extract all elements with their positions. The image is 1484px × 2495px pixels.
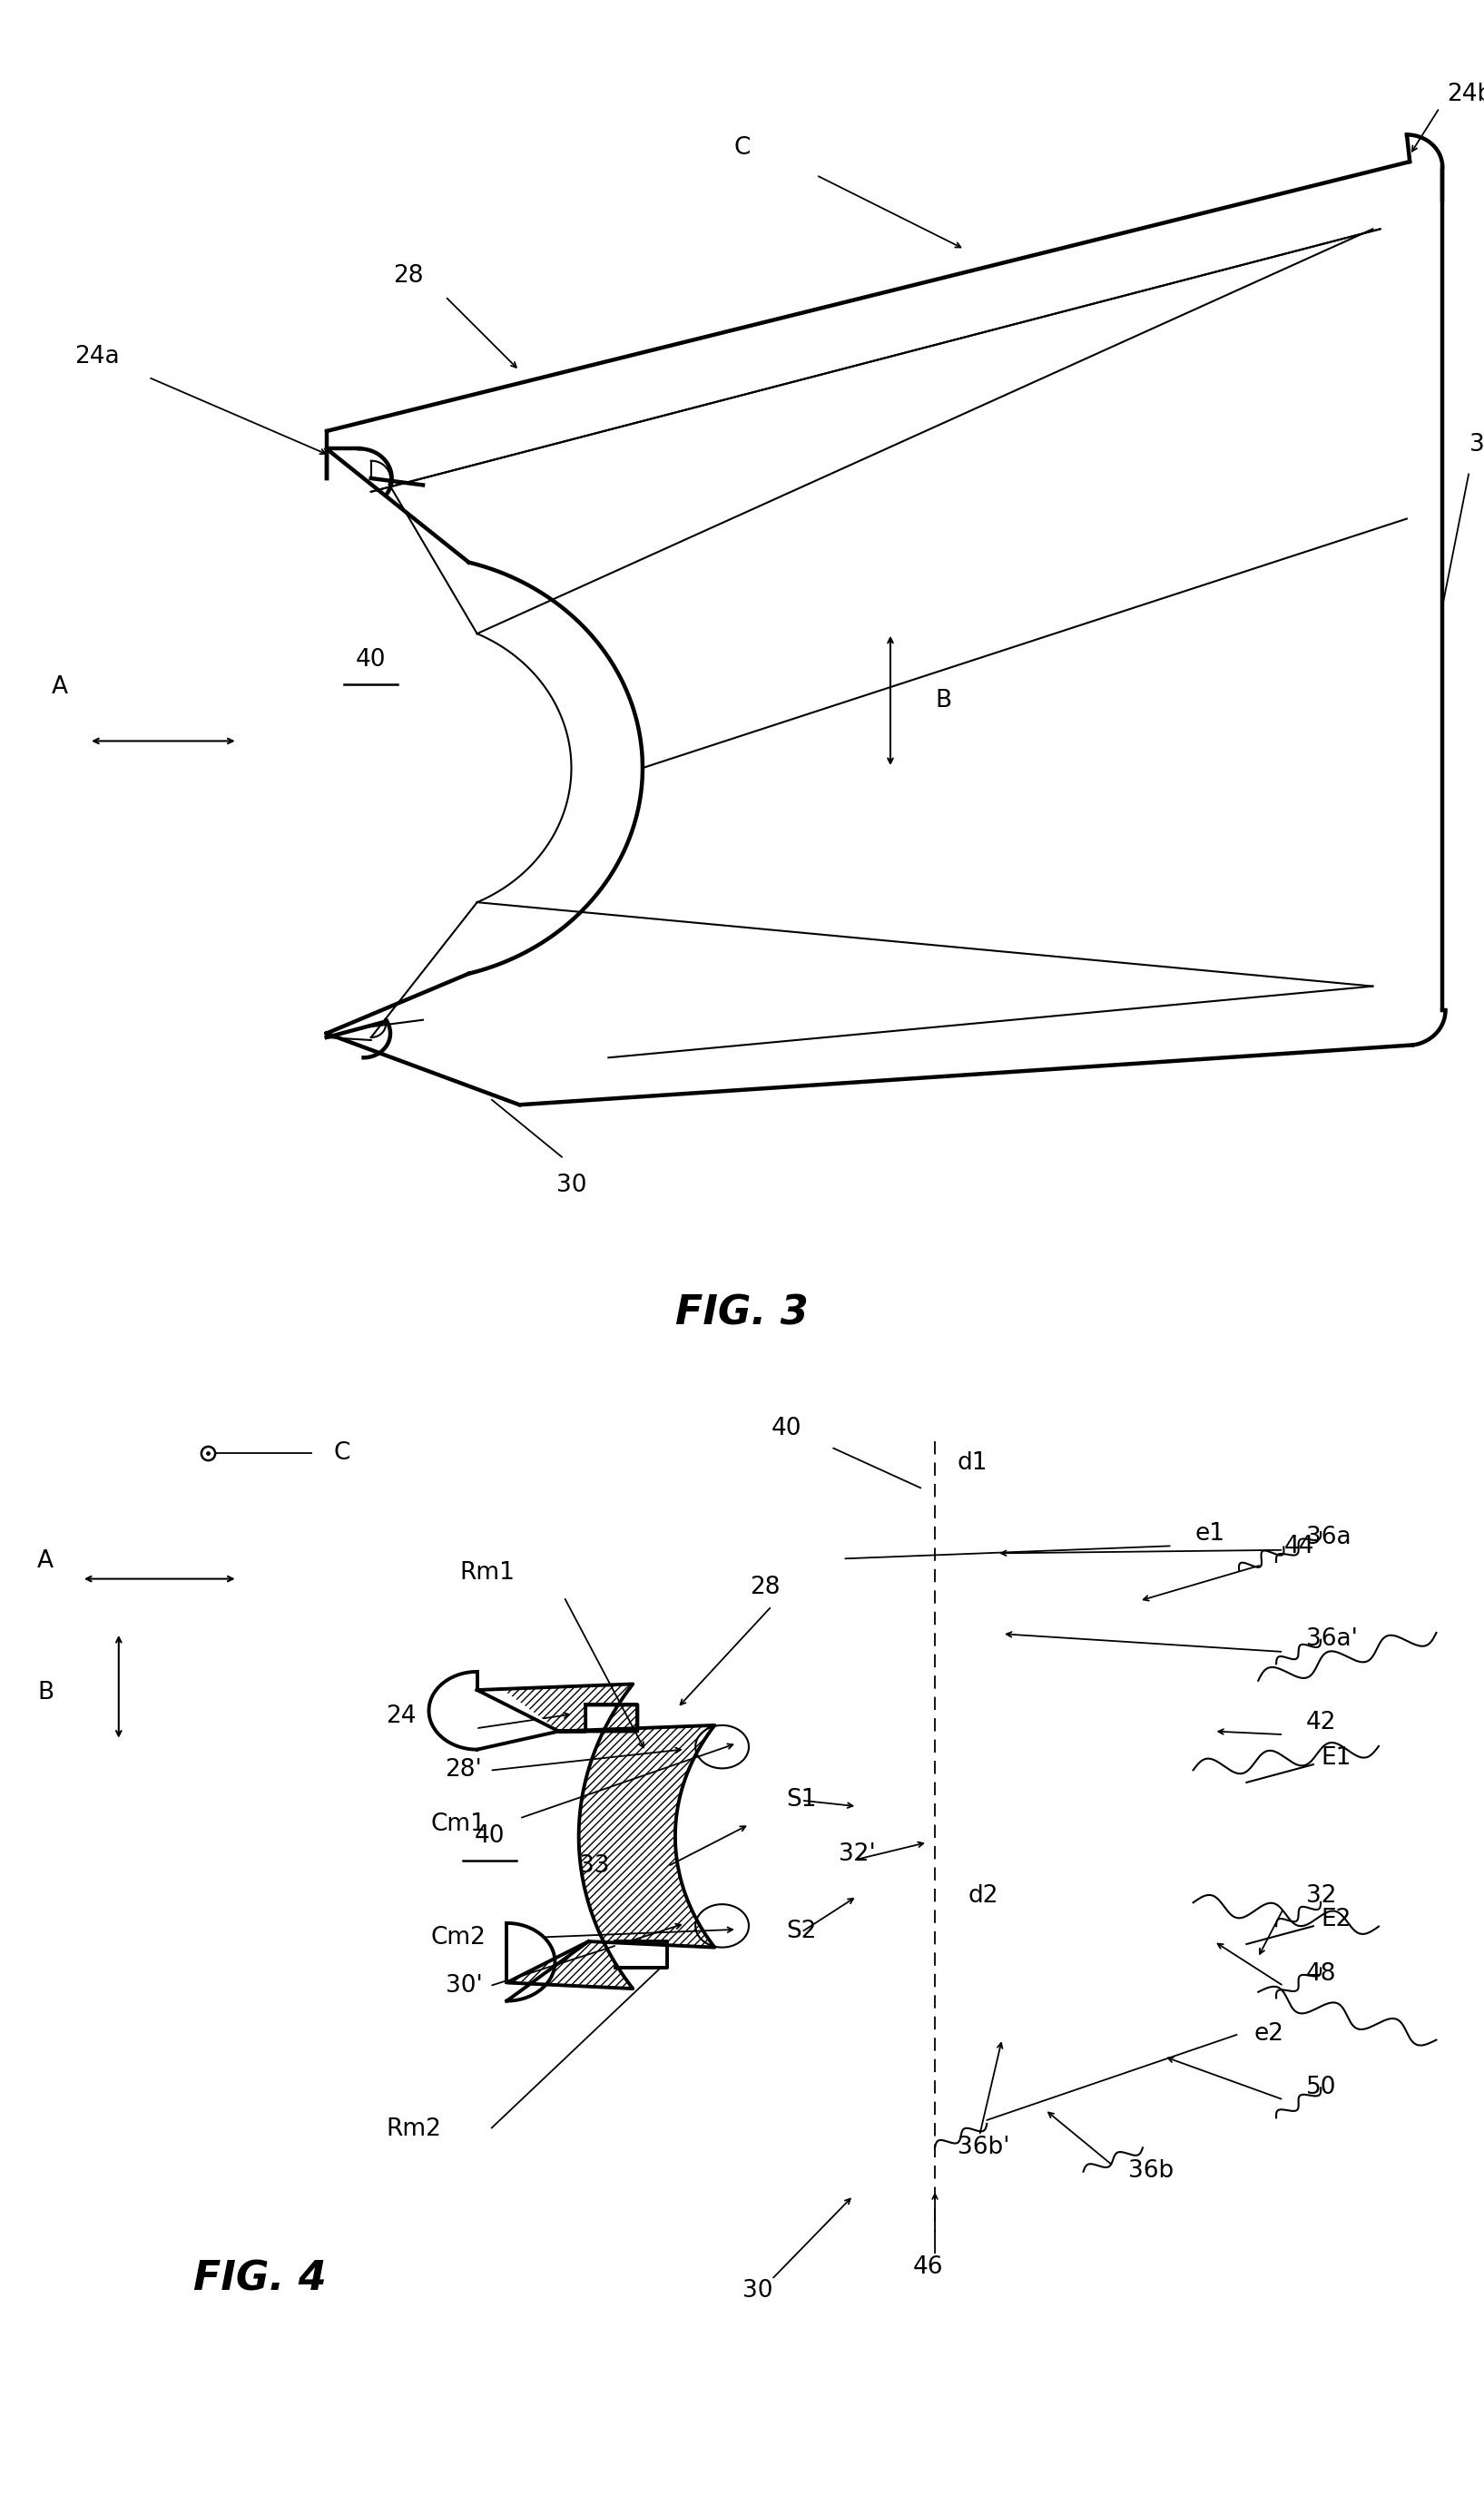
- Text: 32': 32': [838, 1841, 876, 1866]
- Text: E1: E1: [1321, 1746, 1350, 1769]
- Text: e1: e1: [1195, 1522, 1224, 1544]
- Text: 30: 30: [742, 2280, 772, 2303]
- Text: 33: 33: [579, 1854, 608, 1879]
- Text: C: C: [733, 137, 751, 160]
- Text: 28: 28: [749, 1577, 779, 1599]
- Text: d2: d2: [968, 1884, 997, 1909]
- Text: B: B: [37, 1682, 53, 1704]
- Text: 32: 32: [1469, 432, 1484, 457]
- Text: 36b: 36b: [1128, 2161, 1174, 2183]
- Polygon shape: [616, 1941, 668, 1969]
- Text: 36a: 36a: [1306, 1527, 1350, 1549]
- Text: 40: 40: [772, 1417, 801, 1440]
- Text: 28': 28': [445, 1759, 482, 1781]
- Text: 44: 44: [1284, 1534, 1313, 1559]
- Text: S2: S2: [787, 1921, 816, 1944]
- Text: 30: 30: [556, 1173, 586, 1198]
- Text: e2: e2: [1254, 2021, 1284, 2046]
- Polygon shape: [506, 1924, 589, 2001]
- Text: 28: 28: [393, 264, 423, 287]
- Text: 24a: 24a: [74, 344, 119, 369]
- Text: Rm2: Rm2: [386, 2118, 441, 2141]
- Text: A: A: [50, 676, 68, 699]
- Polygon shape: [429, 1672, 559, 1749]
- Text: 40: 40: [475, 1824, 505, 1849]
- Text: FIG. 3: FIG. 3: [675, 1295, 809, 1332]
- Text: FIG. 4: FIG. 4: [193, 2260, 326, 2298]
- Text: 46: 46: [913, 2255, 942, 2278]
- Text: 48: 48: [1306, 1961, 1336, 1986]
- Text: Rm1: Rm1: [460, 1562, 515, 1584]
- Polygon shape: [476, 1684, 715, 1989]
- Text: Cm2: Cm2: [430, 1926, 485, 1949]
- Text: d1: d1: [957, 1452, 987, 1475]
- Text: B: B: [935, 689, 951, 714]
- Text: Cm1: Cm1: [430, 1811, 485, 1836]
- Text: 42: 42: [1306, 1712, 1336, 1734]
- Text: 24b: 24b: [1447, 82, 1484, 107]
- Text: 30': 30': [445, 1974, 482, 1998]
- Text: 36a': 36a': [1306, 1627, 1358, 1652]
- Text: S1: S1: [787, 1789, 816, 1811]
- Text: 24: 24: [386, 1704, 416, 1729]
- Text: 50: 50: [1306, 2076, 1336, 2098]
- Text: E2: E2: [1321, 1909, 1350, 1931]
- Text: 36b': 36b': [957, 2136, 1009, 2158]
- Text: 40: 40: [356, 649, 386, 671]
- Text: A: A: [37, 1549, 53, 1572]
- Text: 32: 32: [1306, 1884, 1336, 1909]
- Text: C: C: [334, 1442, 350, 1465]
